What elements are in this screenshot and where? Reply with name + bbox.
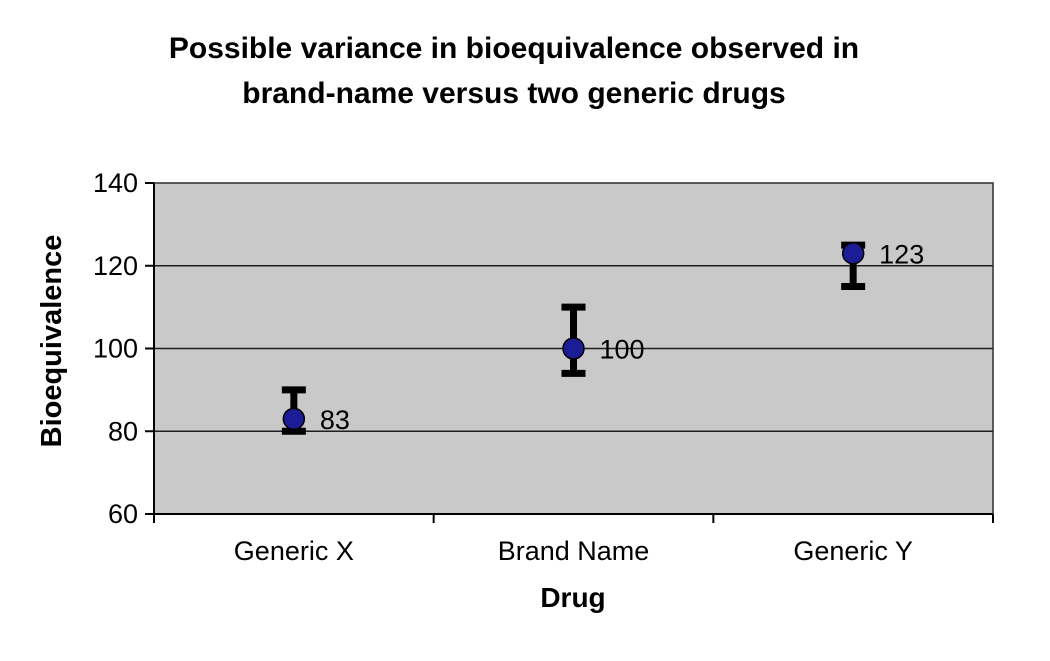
data-point-label-0: 83: [320, 405, 350, 435]
data-point-marker-2: [841, 242, 865, 265]
chart-title-line1: Possible variance in bioequivalence obse…: [168, 32, 860, 65]
x-category-label-0: Generic X: [234, 536, 354, 566]
data-point-label-1: 100: [600, 335, 645, 365]
chart-title-line2: brand-name versus two generic drugs: [242, 77, 786, 110]
y-tick-label-80: 80: [108, 416, 138, 446]
data-point-label-2: 123: [879, 239, 924, 269]
y-tick-label-140: 140: [93, 168, 138, 198]
chart-title: Possible variance in bioequivalence obse…: [0, 26, 1028, 116]
y-tick-label-60: 60: [108, 499, 138, 529]
y-tick-label-120: 120: [93, 251, 138, 281]
data-point-marker-1: [562, 337, 585, 360]
x-category-label-1: Brand Name: [498, 536, 650, 566]
x-category-label-2: Generic Y: [793, 536, 913, 566]
data-point-marker-0: [282, 407, 306, 431]
x-axis-title: Drug: [540, 582, 606, 613]
y-tick-label-100: 100: [93, 334, 138, 364]
